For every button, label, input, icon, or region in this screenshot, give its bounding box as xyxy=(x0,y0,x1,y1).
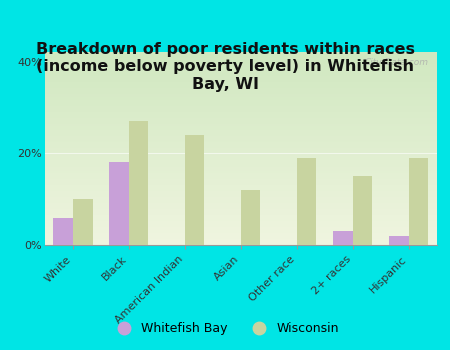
Bar xyxy=(73,199,93,245)
Bar xyxy=(409,158,428,245)
Legend: Whitefish Bay, Wisconsin: Whitefish Bay, Wisconsin xyxy=(106,317,344,340)
Bar xyxy=(353,176,372,245)
Bar xyxy=(241,190,260,245)
Bar xyxy=(109,162,129,245)
Text: City-Data.com: City-Data.com xyxy=(364,58,429,67)
Bar xyxy=(297,158,316,245)
Bar xyxy=(389,236,409,245)
Bar xyxy=(333,231,353,245)
Text: Breakdown of poor residents within races
(income below poverty level) in Whitefi: Breakdown of poor residents within races… xyxy=(36,42,414,92)
Bar xyxy=(129,121,148,245)
Bar xyxy=(185,135,204,245)
Bar xyxy=(54,217,73,245)
